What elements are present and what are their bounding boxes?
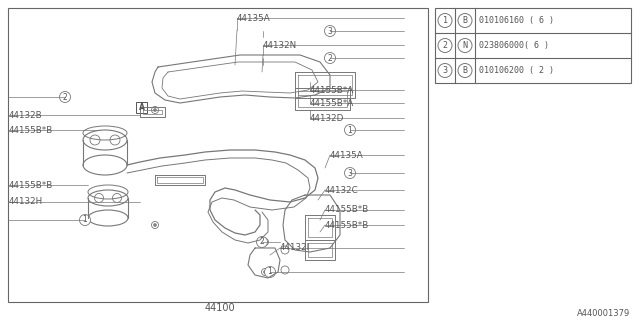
Text: 023806000( 6 ): 023806000( 6 )	[479, 41, 549, 50]
Circle shape	[324, 52, 335, 63]
Text: 1: 1	[268, 268, 273, 276]
Circle shape	[438, 13, 452, 28]
Circle shape	[264, 241, 266, 244]
Circle shape	[154, 223, 157, 227]
Text: 010106200 ( 2 ): 010106200 ( 2 )	[479, 66, 554, 75]
Text: 44132B: 44132B	[9, 110, 43, 119]
Text: 44155B*A: 44155B*A	[310, 99, 355, 108]
Circle shape	[324, 26, 335, 36]
Text: 1: 1	[348, 125, 353, 134]
Circle shape	[264, 267, 275, 277]
Text: A: A	[139, 103, 145, 112]
Text: 44132D: 44132D	[310, 114, 344, 123]
Text: 44100: 44100	[205, 303, 236, 313]
Circle shape	[458, 13, 472, 28]
Circle shape	[60, 92, 70, 102]
Text: 1: 1	[442, 16, 447, 25]
Circle shape	[438, 38, 452, 52]
Circle shape	[79, 214, 90, 226]
Text: 44155B*B: 44155B*B	[325, 205, 369, 214]
Circle shape	[344, 167, 355, 179]
Circle shape	[438, 63, 452, 77]
Text: 2: 2	[328, 53, 332, 62]
Circle shape	[458, 38, 472, 52]
Bar	[136, 102, 147, 113]
Text: 44155B*B: 44155B*B	[325, 220, 369, 229]
Text: B: B	[463, 66, 467, 75]
Text: 44135A: 44135A	[237, 13, 271, 22]
Text: 2: 2	[63, 92, 67, 101]
Text: 44132H: 44132H	[9, 197, 44, 206]
Text: 44135A: 44135A	[330, 150, 364, 159]
Text: 44132C: 44132C	[325, 186, 359, 195]
Circle shape	[154, 108, 157, 111]
Text: 2: 2	[260, 237, 264, 246]
Text: 3: 3	[328, 27, 332, 36]
Circle shape	[257, 236, 268, 247]
Text: 44132I: 44132I	[280, 244, 310, 252]
Circle shape	[264, 270, 266, 274]
Circle shape	[344, 124, 355, 135]
Circle shape	[458, 63, 472, 77]
Text: 3: 3	[348, 169, 353, 178]
Text: 44155B*B: 44155B*B	[9, 125, 53, 134]
Text: 010106160 ( 6 ): 010106160 ( 6 )	[479, 16, 554, 25]
Bar	[435, 8, 631, 83]
Text: A440001379: A440001379	[577, 309, 630, 318]
Text: 3: 3	[442, 66, 447, 75]
Text: 2: 2	[442, 41, 447, 50]
Text: 1: 1	[83, 215, 88, 225]
Text: 44132N: 44132N	[263, 41, 297, 50]
Text: B: B	[463, 16, 467, 25]
Text: 44155B*B: 44155B*B	[9, 180, 53, 189]
Bar	[8, 8, 428, 302]
Text: N: N	[463, 41, 467, 50]
Text: 44155B*A: 44155B*A	[310, 85, 355, 94]
